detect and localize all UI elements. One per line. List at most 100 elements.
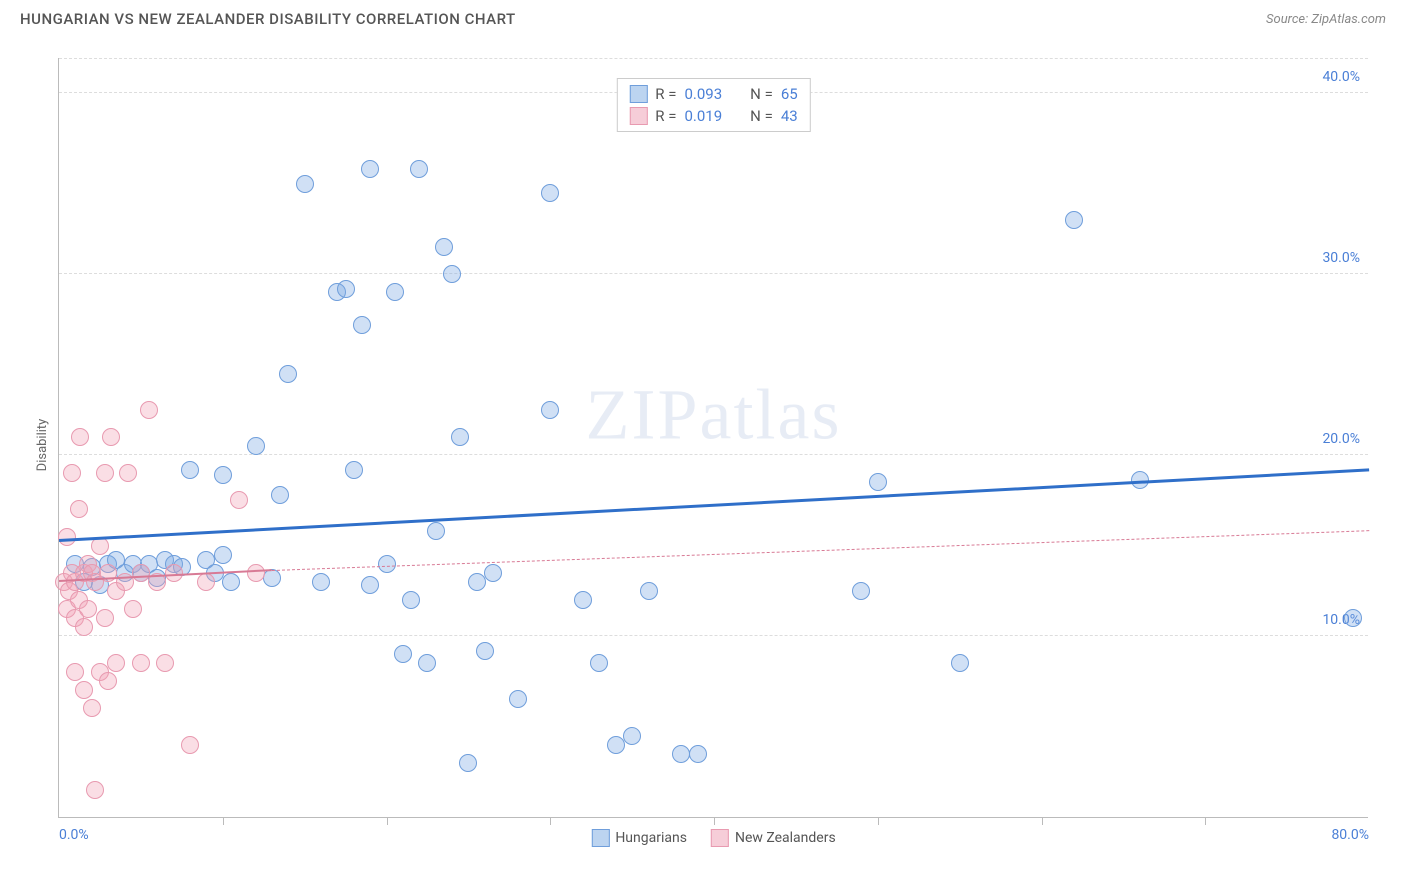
gridline: [59, 58, 1368, 59]
data-point: [410, 160, 428, 178]
x-tick: [1042, 817, 1043, 825]
legend-label: Hungarians: [615, 830, 687, 846]
data-point: [394, 645, 412, 663]
data-point: [345, 461, 363, 479]
data-point: [852, 582, 870, 600]
data-point: [361, 160, 379, 178]
data-point: [75, 681, 93, 699]
legend-r-label: R =: [655, 85, 676, 103]
data-point: [869, 473, 887, 491]
gridline: [59, 635, 1368, 636]
y-tick-label: 40.0%: [1322, 69, 1360, 85]
data-point: [1344, 609, 1362, 627]
data-point: [96, 464, 114, 482]
y-axis-label: Disability: [35, 419, 50, 472]
x-tick: [1205, 817, 1206, 825]
data-point: [378, 555, 396, 573]
data-point: [476, 642, 494, 660]
source-credit: Source: ZipAtlas.com: [1266, 12, 1386, 27]
data-point: [156, 654, 174, 672]
data-point: [247, 437, 265, 455]
data-point: [66, 663, 84, 681]
data-point: [124, 600, 142, 618]
data-point: [337, 280, 355, 298]
data-point: [197, 573, 215, 591]
legend-n-label: N =: [750, 85, 773, 103]
data-point: [181, 461, 199, 479]
data-point: [353, 316, 371, 334]
data-point: [574, 591, 592, 609]
legend-r-label: R =: [655, 107, 676, 125]
data-point: [623, 727, 641, 745]
data-point: [484, 564, 502, 582]
data-point: [214, 546, 232, 564]
data-point: [181, 736, 199, 754]
data-point: [96, 609, 114, 627]
series-legend: Hungarians New Zealanders: [591, 829, 835, 847]
data-point: [119, 464, 137, 482]
data-point: [443, 265, 461, 283]
x-tick-label: 80.0%: [1331, 827, 1369, 843]
data-point: [263, 569, 281, 587]
legend-row: R = 0.093 N = 65: [629, 83, 797, 105]
data-point: [102, 428, 120, 446]
data-point: [99, 672, 117, 690]
data-point: [361, 576, 379, 594]
x-tick: [714, 817, 715, 825]
data-point: [58, 528, 76, 546]
data-point: [427, 522, 445, 540]
chart-container: Disability ZIPatlas 10.0%20.0%30.0%40.0%…: [20, 40, 1386, 850]
data-point: [75, 618, 93, 636]
legend-swatch: [629, 107, 647, 125]
data-point: [468, 573, 486, 591]
data-point: [86, 781, 104, 799]
x-tick: [878, 817, 879, 825]
legend-swatch: [629, 85, 647, 103]
legend-r-value: 0.093: [684, 85, 722, 103]
y-tick-label: 20.0%: [1322, 431, 1360, 447]
x-tick: [387, 817, 388, 825]
data-point: [509, 690, 527, 708]
legend-r-value: 0.019: [684, 107, 722, 125]
data-point: [402, 591, 420, 609]
legend-item: Hungarians: [591, 829, 687, 847]
data-point: [541, 184, 559, 202]
data-point: [132, 654, 150, 672]
legend-row: R = 0.019 N = 43: [629, 105, 797, 127]
trend-line-hungarians: [59, 469, 1369, 542]
legend-n-label: N =: [750, 107, 773, 125]
data-point: [107, 654, 125, 672]
data-point: [230, 491, 248, 509]
data-point: [541, 401, 559, 419]
y-tick-label: 30.0%: [1322, 250, 1360, 266]
data-point: [672, 745, 690, 763]
x-tick-label: 0.0%: [59, 827, 89, 843]
data-point: [271, 486, 289, 504]
data-point: [689, 745, 707, 763]
data-point: [418, 654, 436, 672]
data-point: [386, 283, 404, 301]
data-point: [70, 500, 88, 518]
legend-swatch: [591, 829, 609, 847]
data-point: [165, 564, 183, 582]
legend-n-value: 43: [781, 107, 798, 125]
data-point: [71, 428, 89, 446]
data-point: [79, 600, 97, 618]
legend-label: New Zealanders: [735, 830, 836, 846]
correlation-legend: R = 0.093 N = 65 R = 0.019 N = 43: [616, 78, 810, 132]
data-point: [63, 464, 81, 482]
data-point: [279, 365, 297, 383]
plot-area: ZIPatlas 10.0%20.0%30.0%40.0%0.0%80.0%R …: [58, 58, 1368, 818]
legend-n-value: 65: [781, 85, 798, 103]
x-tick: [550, 817, 551, 825]
data-point: [951, 654, 969, 672]
data-point: [83, 699, 101, 717]
data-point: [590, 654, 608, 672]
data-point: [140, 401, 158, 419]
data-point: [435, 238, 453, 256]
data-point: [247, 564, 265, 582]
x-tick: [223, 817, 224, 825]
data-point: [296, 175, 314, 193]
data-point: [459, 754, 477, 772]
chart-title: HUNGARIAN VS NEW ZEALANDER DISABILITY CO…: [20, 10, 516, 28]
